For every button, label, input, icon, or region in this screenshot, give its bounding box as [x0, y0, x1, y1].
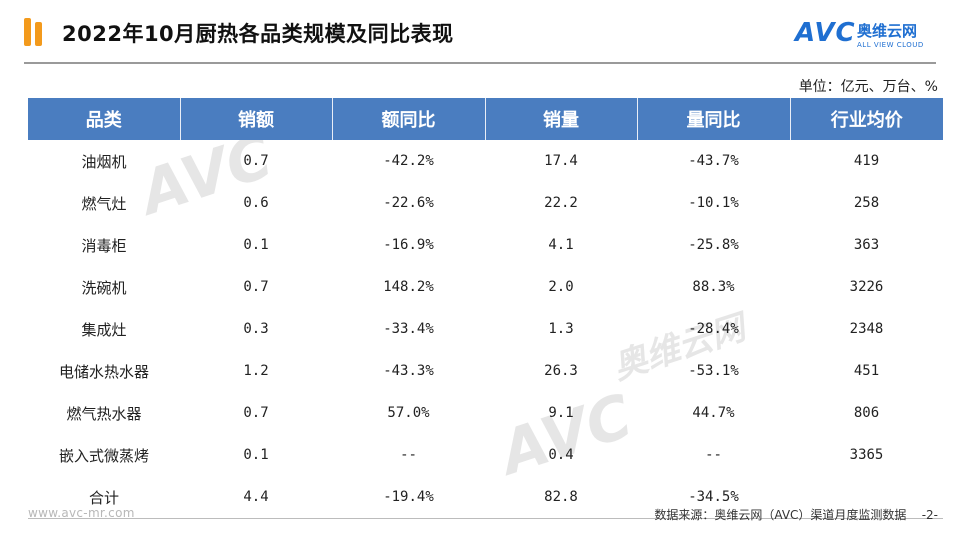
header-volume-yoy: 量同比 [637, 98, 791, 140]
table-row: 电储水热水器 1.2 -43.3% 26.3 -53.1% 451 [28, 350, 943, 392]
volume-yoy-cell: -25.8% [688, 237, 739, 253]
category-cell: 嵌入式微蒸烤 [58, 446, 149, 465]
page-title: 2022年10月厨热各品类规模及同比表现 [62, 22, 454, 46]
volume-cell: 9.1 [548, 405, 574, 421]
section-number-mark [24, 18, 48, 46]
category-cell: 油烟机 [81, 152, 127, 171]
sales-cell: 4.4 [180, 476, 332, 519]
logo-cn-text: 奥维云网 [857, 22, 918, 40]
page-number: -2- [921, 508, 938, 522]
volume-cell: 2.0 [548, 279, 574, 295]
volume-yoy-cell: -28.4% [688, 321, 739, 337]
sales-yoy-cell: -19.4% [332, 476, 485, 519]
category-cell: 燃气热水器 [66, 404, 142, 423]
volume-yoy-cell: 44.7% [692, 405, 735, 421]
volume-yoy-cell: -- [705, 447, 722, 463]
sales-yoy-cell: -33.4% [383, 321, 434, 337]
data-source-note: 数据来源：奥维云网（AVC）渠道月度监测数据 -2- [654, 506, 938, 523]
avc-logo: AVC 奥维云网 ALL VIEW CLOUD [795, 18, 945, 58]
table-row: 消毒柜 0.1 -16.9% 4.1 -25.8% 363 [28, 224, 943, 266]
unit-label: 单位：亿元、万台、% [798, 79, 938, 95]
sales-yoy-cell: -43.3% [383, 363, 434, 379]
sales-cell: 0.6 [243, 195, 269, 211]
header-avg-price: 行业均价 [790, 98, 943, 140]
volume-yoy-cell: -10.1% [688, 195, 739, 211]
volume-yoy-cell: -34.5% [637, 476, 790, 519]
title-divider [24, 62, 936, 64]
table-row: 集成灶 0.3 -33.4% 1.3 -28.4% 2348 [28, 308, 943, 350]
sales-cell: 0.3 [243, 321, 269, 337]
header-sales: 销额 [180, 98, 333, 140]
sales-cell: 1.2 [243, 363, 269, 379]
source-text: 数据来源：奥维云网（AVC）渠道月度监测数据 [654, 508, 907, 522]
category-cell: 洗碗机 [81, 278, 127, 297]
avg-price-cell: 806 [853, 405, 880, 421]
sales-yoy-cell: 57.0% [387, 405, 430, 421]
volume-cell: 0.4 [548, 447, 574, 463]
table-row: 油烟机 0.7 -42.2% 17.4 -43.7% 419 [28, 140, 943, 182]
sales-cell: 0.7 [243, 153, 269, 169]
volume-cell: 1.3 [548, 321, 574, 337]
slide-header: 2022年10月厨热各品类规模及同比表现 AVC 奥维云网 ALL VIEW C… [0, 0, 960, 68]
category-cell: 电储水热水器 [58, 362, 149, 381]
sales-yoy-cell: -- [400, 447, 417, 463]
logo-en-text: ALL VIEW CLOUD [857, 41, 924, 49]
volume-yoy-cell: -43.7% [688, 153, 739, 169]
table-row: 燃气灶 0.6 -22.6% 22.2 -10.1% 258 [28, 182, 943, 224]
sales-cell: 0.1 [243, 447, 269, 463]
sales-cell: 0.1 [243, 237, 269, 253]
avg-price-cell: 258 [853, 195, 880, 211]
volume-cell: 22.2 [544, 195, 578, 211]
category-cell: 燃气灶 [81, 194, 127, 213]
avg-price-cell [790, 476, 943, 519]
table-header-row: 品类 销额 额同比 销量 量同比 行业均价 [28, 98, 943, 140]
sales-yoy-cell: -16.9% [383, 237, 434, 253]
avg-price-cell: 363 [853, 237, 880, 253]
website-url: www.avc-mr.com [28, 506, 135, 520]
avg-price-cell: 2348 [849, 321, 884, 337]
header-sales-yoy: 额同比 [332, 98, 486, 140]
volume-yoy-cell: 88.3% [692, 279, 735, 295]
volume-cell: 4.1 [548, 237, 574, 253]
volume-cell: 82.8 [485, 476, 637, 519]
table-row: 合计 4.4 -19.4% 82.8 -34.5% [28, 476, 943, 519]
sales-cell: 0.7 [243, 405, 269, 421]
avg-price-cell: 3365 [849, 447, 884, 463]
avg-price-cell: 3226 [849, 279, 884, 295]
avg-price-cell: 451 [853, 363, 880, 379]
volume-yoy-cell: -53.1% [688, 363, 739, 379]
avg-price-cell: 419 [853, 153, 880, 169]
sales-cell: 0.7 [243, 279, 269, 295]
table-row: 嵌入式微蒸烤 0.1 -- 0.4 -- 3365 [28, 434, 943, 476]
category-cell: 合计 [28, 476, 180, 519]
category-table: 品类 销额 额同比 销量 量同比 行业均价 油烟机 0.7 -42.2% 17.4 -4… [28, 98, 943, 519]
volume-cell: 17.4 [544, 153, 578, 169]
table-row: 燃气热水器 0.7 57.0% 9.1 44.7% 806 [28, 392, 943, 434]
header-category: 品类 [28, 98, 181, 140]
logo-avc-text: AVC [795, 18, 856, 48]
category-cell: 消毒柜 [81, 236, 127, 255]
sales-yoy-cell: 148.2% [383, 279, 434, 295]
sales-yoy-cell: -22.6% [383, 195, 434, 211]
volume-cell: 26.3 [544, 363, 578, 379]
sales-yoy-cell: -42.2% [383, 153, 434, 169]
header-volume: 销量 [485, 98, 638, 140]
table-row: 洗碗机 0.7 148.2% 2.0 88.3% 3226 [28, 266, 943, 308]
category-cell: 集成灶 [81, 320, 127, 339]
